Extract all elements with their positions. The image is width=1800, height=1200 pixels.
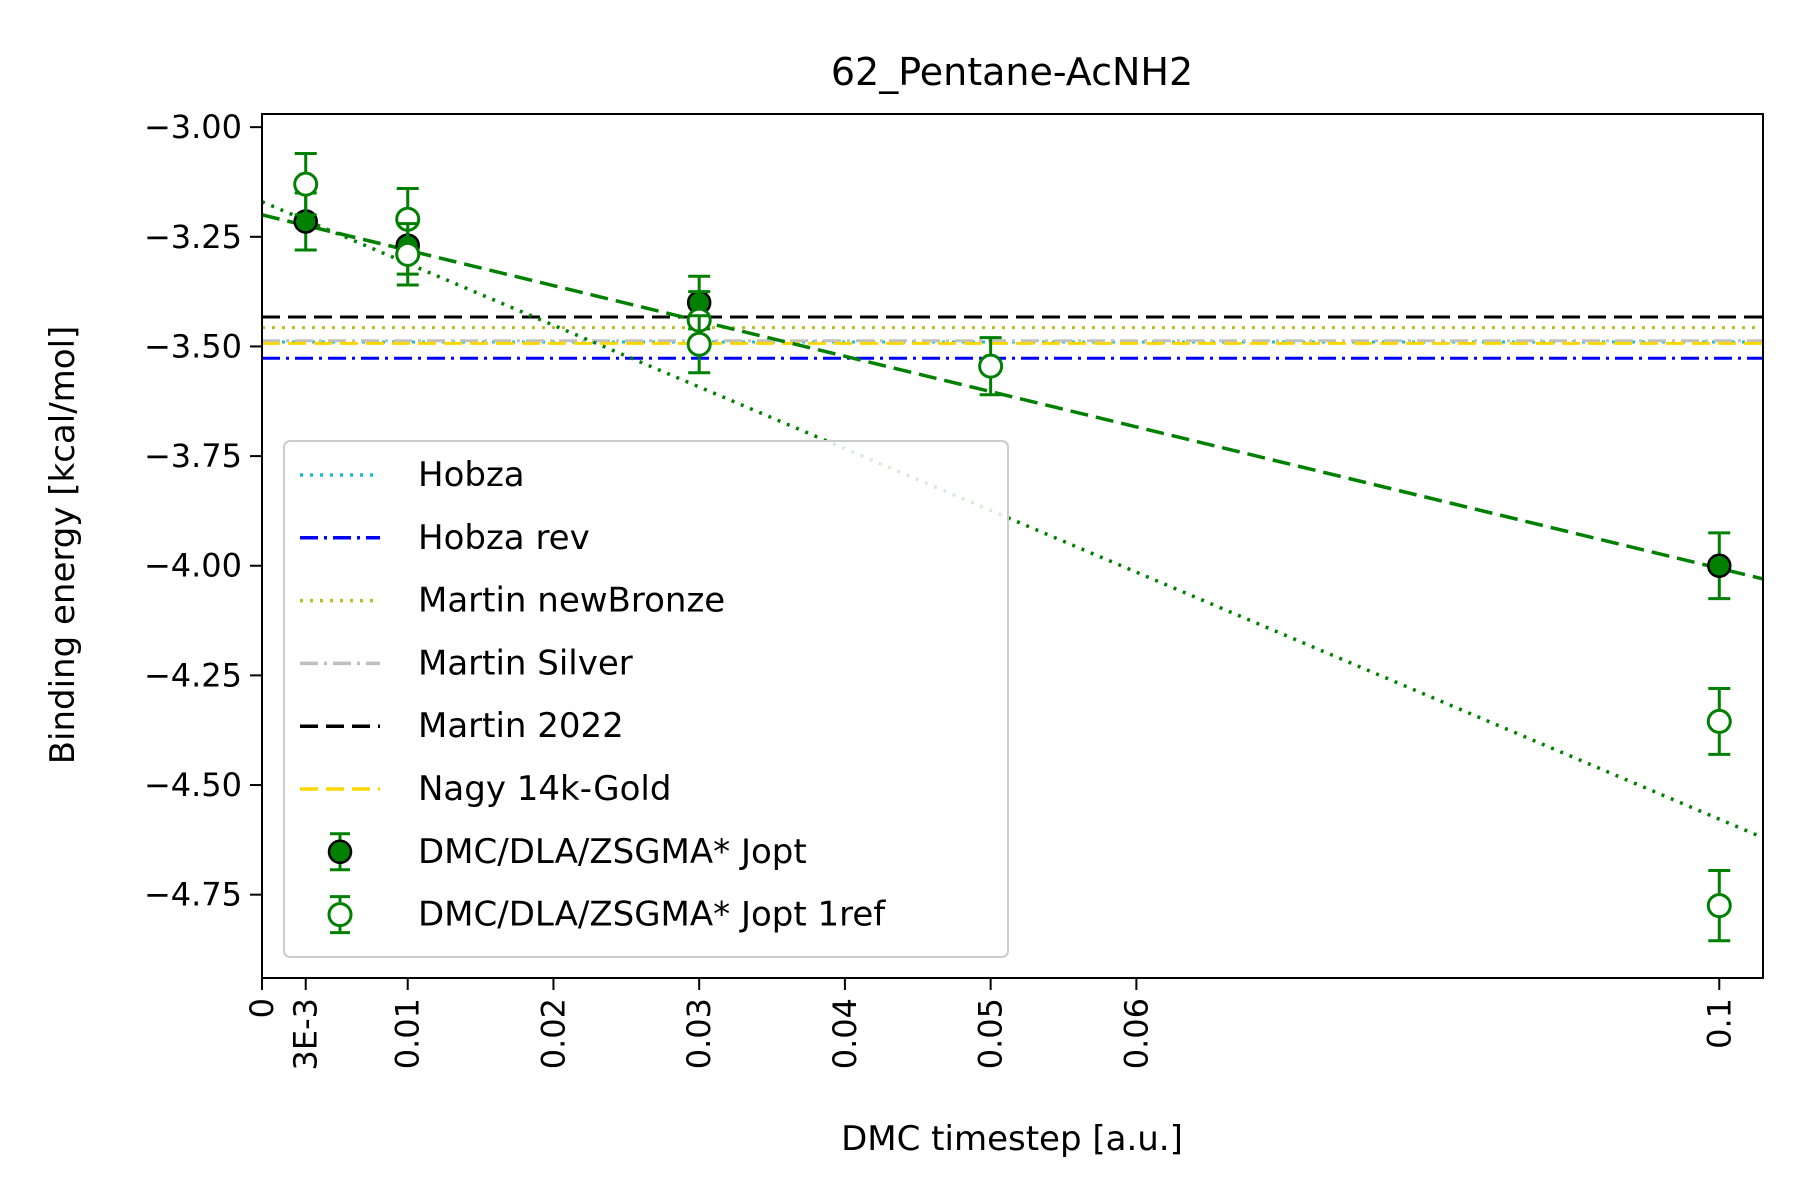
x-tick-label-6: 0.05 [972,998,1010,1069]
x-axis-label: DMC timestep [a.u.] [841,1119,1183,1159]
legend-label-6: DMC/DLA/ZSGMA* Jopt [418,832,807,872]
data-point-1-4 [686,331,712,357]
legend-box [283,440,1009,958]
y-tick-label-5: −4.25 [144,656,242,694]
y-tick-label-4: −4.00 [144,547,242,585]
legend: Hobza Hobza rev Martin newBronze Martin Sil… [283,440,1009,958]
chart-title: 62_Pentane-AcNH2 [831,50,1193,94]
data-point-1-5 [978,353,1004,379]
axes-frame [261,113,1764,979]
x-tick-label-2: 0.01 [389,998,427,1069]
data-point-0-3 [1707,553,1732,578]
x-tick-label-7: 0.06 [1117,998,1155,1069]
clipped-lines [262,200,1763,840]
legend-label-2: Martin newBronze [418,581,725,621]
x-tick-label-8: 0.1 [1700,998,1738,1049]
y-axis-label: Binding energy [kcal/mol] [43,326,83,765]
series-1 [293,151,1732,943]
legend-marker-6 [327,839,353,865]
data-point-1-0 [293,171,319,197]
data-point-1-2 [395,241,421,267]
plot-area [262,151,1763,943]
legend-label-3: Martin Silver [418,643,633,683]
y-tick-label-0: −3.00 [144,108,242,146]
fit-line-1 [262,200,1763,840]
data-point-1-7 [1706,893,1732,919]
axes: 0 3E-3 0.01 0.02 0.03 0.04 0.05 0.06 0.1 −3.00 −3.… [144,108,1764,1070]
legend-label-7: DMC/DLA/ZSGMA* Jopt 1ref [418,895,886,935]
y-tick-label-6: −4.50 [144,766,242,804]
legend-label-5: Nagy 14k-Gold [418,769,671,809]
data-point-1-6 [1706,708,1732,734]
y-tick-label-7: −4.75 [144,876,242,914]
legend-label-0: Hobza [418,455,525,495]
x-tick-label-3: 0.02 [534,998,572,1069]
y-tick-label-2: −3.50 [144,327,242,365]
x-tick-label-4: 0.03 [680,998,718,1069]
legend-marker-7 [327,902,353,928]
legend-label-1: Hobza rev [418,518,590,558]
legend-label-4: Martin 2022 [418,706,624,746]
x-tick-label-1: 3E-3 [287,998,325,1070]
fit-line-0 [262,213,1763,581]
x-tick-label-5: 0.04 [826,998,864,1069]
y-tick-label-3: −3.75 [144,437,242,475]
y-tick-label-1: −3.25 [144,218,242,256]
x-tick-label-0: 0 [243,998,281,1018]
